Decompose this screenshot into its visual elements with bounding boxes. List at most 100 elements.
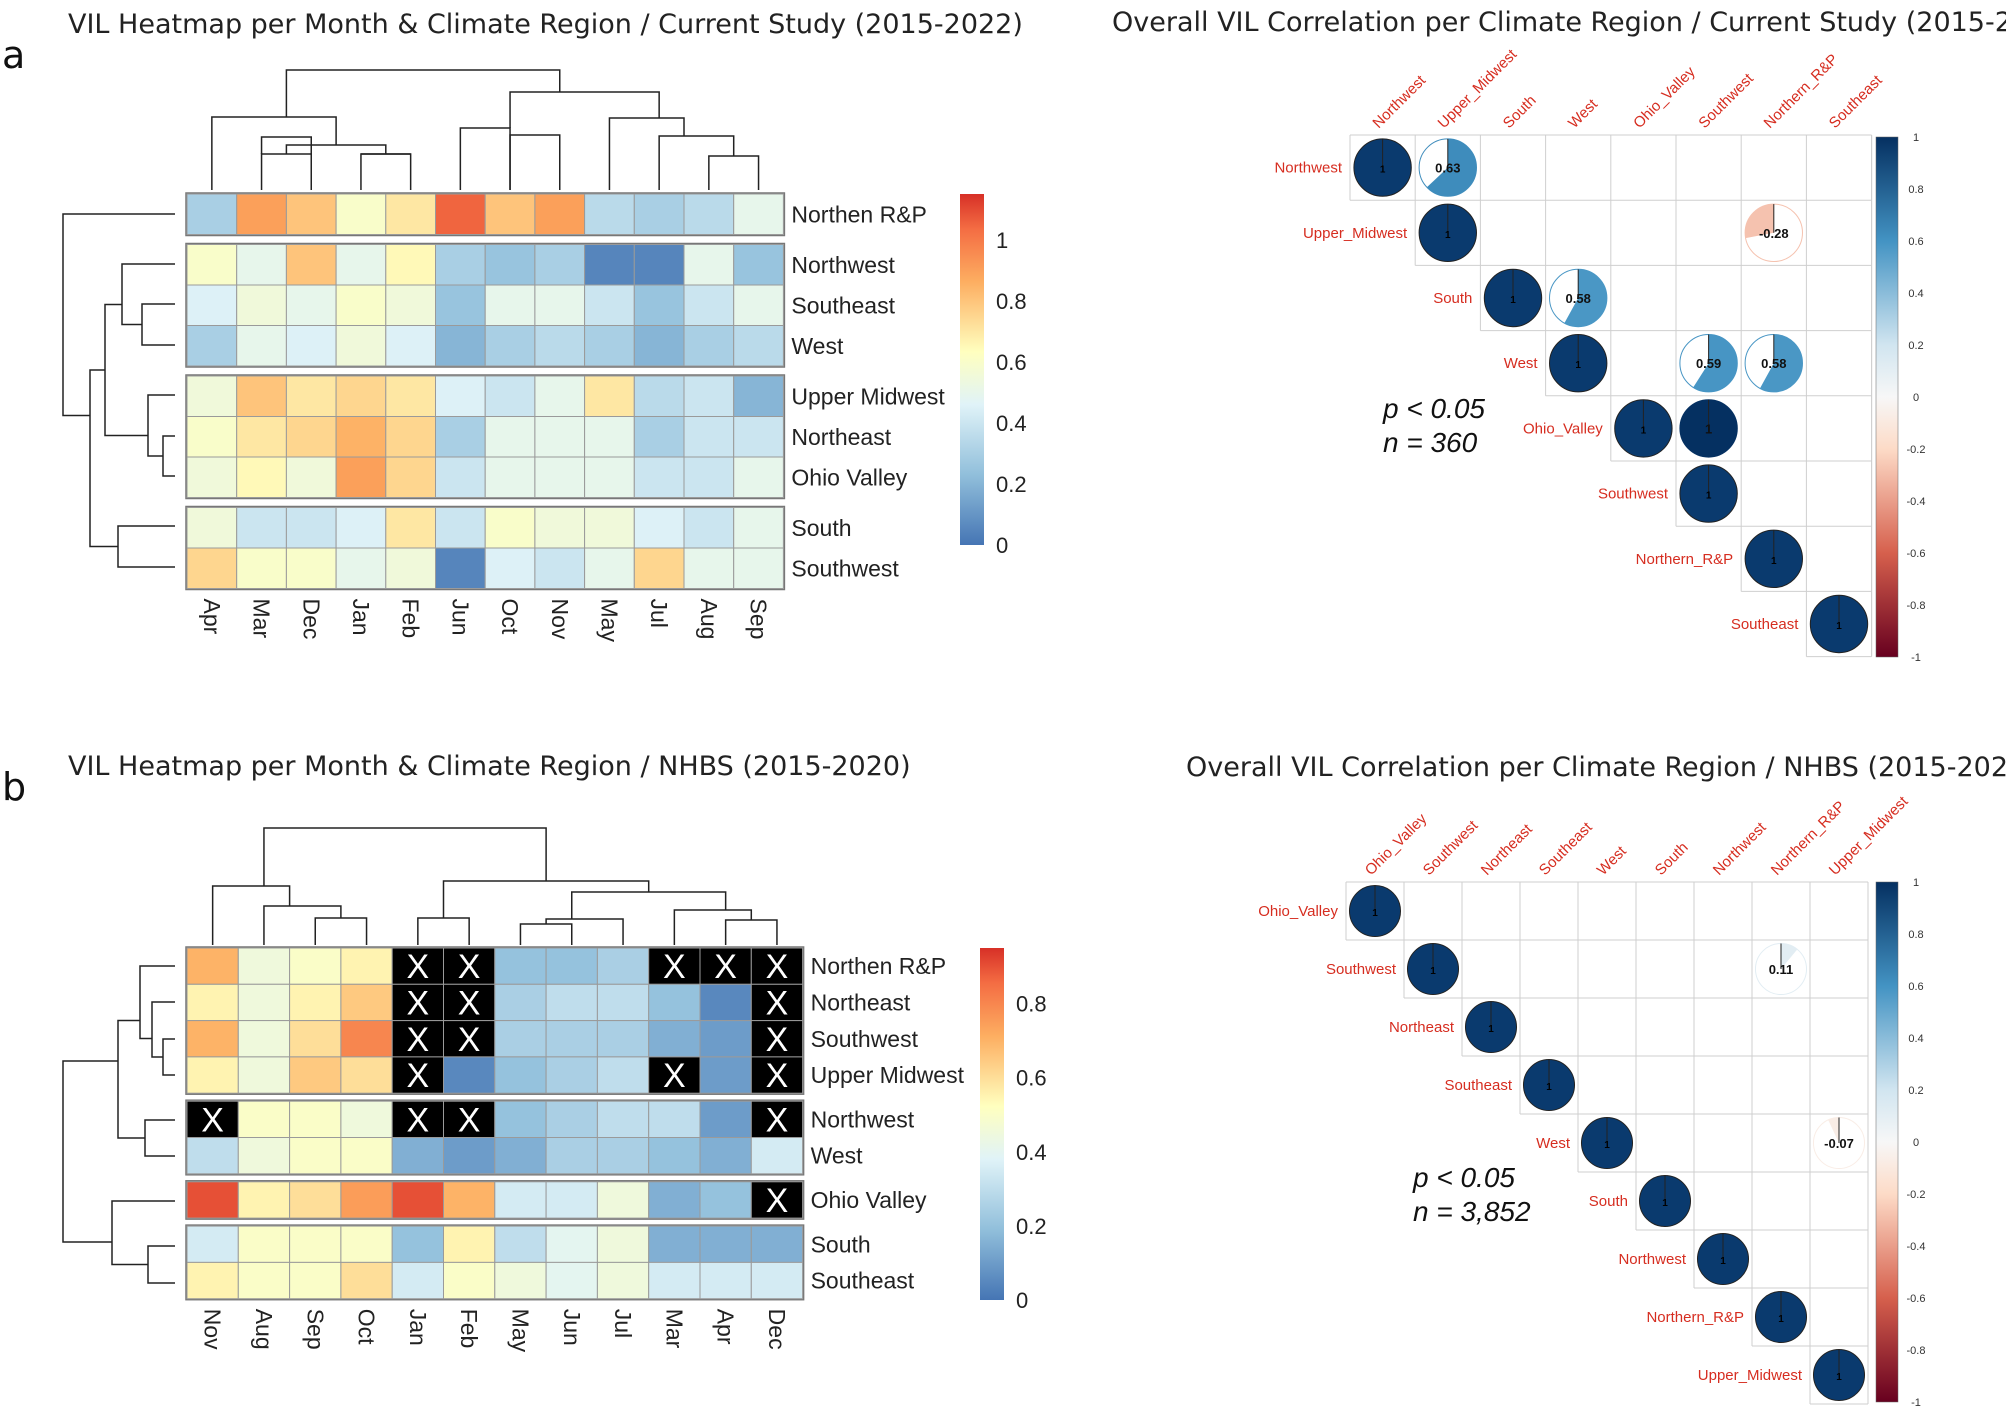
heatmap-cell <box>683 456 735 498</box>
heatmap-cell <box>236 547 287 589</box>
corr-colorbar-tick: -1 <box>1911 1397 1921 1408</box>
colorbar-tick-label: 0.4 <box>1016 1140 1047 1165</box>
row-group-frame <box>185 505 786 591</box>
heatmap-cell <box>494 947 547 985</box>
heatmap-cell <box>340 1181 393 1219</box>
heatmap-cell <box>699 1137 752 1175</box>
heatmap-cell <box>683 193 735 235</box>
row-dendrogram <box>89 369 118 548</box>
panel-label-b: b <box>2 765 26 809</box>
row-group-frame <box>185 374 786 500</box>
heatmap-cell <box>186 947 239 985</box>
excluded-mark: X <box>407 984 430 1022</box>
row-label: West <box>811 1143 864 1169</box>
corr-colorbar-tick: -0.2 <box>1907 1189 1926 1201</box>
column-dendrogram <box>519 923 573 945</box>
heatmap-cell <box>385 375 436 417</box>
heatmap-cell <box>584 325 635 367</box>
corr-colorbar-tick: -0.8 <box>1907 1345 1926 1357</box>
heatmap-cell <box>534 325 586 367</box>
heatmap-cell <box>633 416 685 458</box>
heatmap-cell <box>494 1100 547 1138</box>
heatmap-cell <box>385 456 436 498</box>
excluded-mark: X <box>766 984 789 1022</box>
heatmap-cell <box>237 1261 291 1300</box>
heatmap-cell <box>443 1181 496 1219</box>
colorbar-tick-label: 0.2 <box>996 472 1027 497</box>
column-label: Mar <box>249 599 275 639</box>
heatmap-cell <box>633 325 685 367</box>
column-dendrogram <box>211 885 291 945</box>
heatmap-cell <box>289 983 342 1022</box>
row-group-frame <box>185 242 786 368</box>
row-dendrogram <box>141 303 175 346</box>
corr-colorbar-tick: -1 <box>1911 652 1921 664</box>
heatmap-cell <box>733 193 784 235</box>
heatmap-cell <box>289 1181 342 1219</box>
diagonal-value: 1 <box>1488 1024 1494 1035</box>
row-region-label: West <box>1504 355 1539 372</box>
heatmap-cell <box>237 1137 291 1175</box>
heatmap-cell <box>683 547 735 589</box>
heatmap-cell <box>534 456 586 498</box>
column-label: Oct <box>497 599 523 635</box>
row-label: Southwest <box>791 555 899 581</box>
column-region-label: Southwest <box>1695 70 1757 132</box>
row-region-label: South <box>1433 290 1472 307</box>
heatmap-cell <box>683 325 735 367</box>
excluded-mark: X <box>663 948 686 986</box>
heatmap-a-title: VIL Heatmap per Month & Climate Region /… <box>68 9 1023 40</box>
diagonal-value: 1 <box>1836 621 1842 632</box>
heatmap-cell <box>648 1020 701 1058</box>
column-label: Mar <box>661 1309 687 1349</box>
row-region-label: Northern_R&P <box>1636 551 1734 568</box>
heatmap-cell <box>385 244 436 286</box>
heatmap-cell <box>237 1056 291 1094</box>
correlation-b: Ohio_ValleyOhio_ValleySouthwestSouthwest… <box>1258 793 1925 1408</box>
heatmap-cell <box>236 375 287 417</box>
column-dendrogram <box>211 116 337 190</box>
column-label: Sep <box>302 1309 328 1350</box>
column-dendrogram <box>417 917 470 945</box>
heatmap-cell <box>340 1225 393 1263</box>
heatmap-cell <box>545 983 598 1022</box>
heatmap-cell <box>699 1056 752 1094</box>
heatmap-cell <box>435 193 486 235</box>
correlation-pie <box>1564 269 1607 327</box>
row-label: South <box>811 1231 871 1257</box>
column-label: Apr <box>713 1309 739 1345</box>
heatmap-cell <box>385 325 436 367</box>
corr-colorbar-tick: -0.4 <box>1907 1241 1926 1253</box>
excluded-mark: X <box>458 1101 481 1139</box>
heatmap-cell <box>186 416 238 458</box>
column-region-label: Northeast <box>1478 820 1537 879</box>
heatmap-cell <box>648 1137 701 1175</box>
heatmap-cell <box>335 507 387 549</box>
heatmap-cell <box>683 416 735 458</box>
row-dendrogram <box>162 435 175 477</box>
diagonal-value: 1 <box>1720 1256 1726 1267</box>
column-dendrogram <box>360 153 412 190</box>
diagonal-value: 1 <box>1706 491 1712 502</box>
row-group-frame <box>185 1180 805 1220</box>
heatmap-cell <box>633 456 685 498</box>
row-region-label: South <box>1589 1193 1628 1210</box>
correlation-pie <box>1679 399 1738 458</box>
heatmap-cell <box>648 1225 701 1263</box>
heatmap-cell <box>534 375 586 417</box>
heatmap-b-title: VIL Heatmap per Month & Climate Region /… <box>68 751 911 782</box>
diagonal-value: 1 <box>1445 230 1451 241</box>
heatmap-cell <box>391 1137 445 1175</box>
heatmap-cell <box>335 456 387 498</box>
colorbar-tick-label: 0.8 <box>996 289 1027 314</box>
heatmap-cell <box>683 375 735 417</box>
heatmap-cell <box>391 1100 445 1138</box>
corr-colorbar-tick: 0.2 <box>1908 1085 1923 1097</box>
heatmap-cell <box>186 507 238 549</box>
column-label: May <box>507 1309 533 1353</box>
colorbar <box>980 948 1004 1300</box>
heatmap-cell <box>285 375 337 417</box>
heatmap-cell <box>596 1137 650 1175</box>
heatmap-cell <box>699 1100 752 1138</box>
heatmap-cell <box>285 193 337 235</box>
